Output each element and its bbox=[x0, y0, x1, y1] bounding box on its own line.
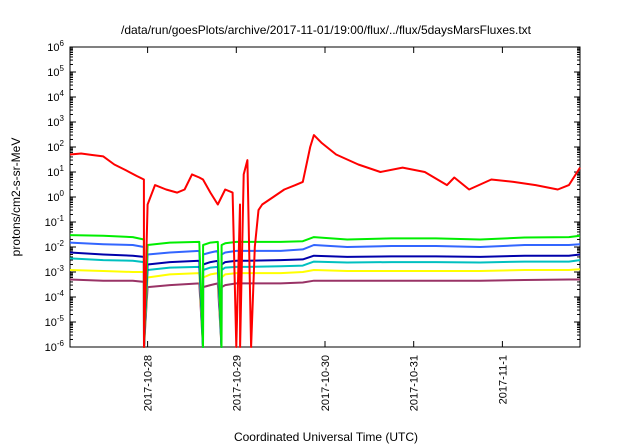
y-tick-label: 104 bbox=[47, 89, 64, 104]
y-tick-exponent: -5 bbox=[57, 314, 65, 323]
y-tick-exponent: -2 bbox=[57, 239, 65, 248]
y-tick-label: 10-2 bbox=[45, 239, 65, 254]
y-tick-exponent: -1 bbox=[57, 214, 65, 223]
y-tick-exponent: -4 bbox=[57, 289, 65, 298]
chart-title: /data/run/goesPlots/archive/2017-11-01/1… bbox=[121, 23, 532, 37]
y-tick-label: 105 bbox=[47, 64, 64, 79]
y-tick-exponent: -6 bbox=[57, 339, 65, 348]
x-tick-label: 2017-10-28 bbox=[143, 355, 155, 411]
y-tick-label: 10-3 bbox=[45, 264, 65, 279]
y-tick-label: 10-1 bbox=[45, 214, 65, 229]
series-line bbox=[69, 134, 581, 348]
series-layer bbox=[69, 134, 581, 348]
y-tick-label: 106 bbox=[47, 39, 64, 54]
x-axis-label: Coordinated Universal Time (UTC) bbox=[234, 430, 418, 444]
y-tick-label: 102 bbox=[47, 139, 64, 154]
tick-layer: 10-610-510-410-310-210-11001011021031041… bbox=[45, 39, 580, 411]
y-tick-exponent: -3 bbox=[57, 264, 65, 273]
y-tick-exponent: 3 bbox=[60, 114, 65, 123]
y-tick-exponent: 6 bbox=[60, 39, 65, 48]
y-tick-label: 10-5 bbox=[45, 314, 65, 329]
y-tick-exponent: 5 bbox=[60, 64, 65, 73]
y-tick-exponent: 1 bbox=[60, 164, 65, 173]
y-tick-label: 101 bbox=[47, 164, 64, 179]
y-tick-label: 100 bbox=[47, 189, 64, 204]
y-tick-label: 103 bbox=[47, 114, 64, 129]
x-tick-label: 2017-11-1 bbox=[497, 355, 509, 404]
y-tick-exponent: 4 bbox=[60, 89, 65, 98]
x-tick-label: 2017-10-29 bbox=[231, 355, 243, 411]
x-tick-label: 2017-10-30 bbox=[320, 355, 332, 411]
y-tick-label: 10-4 bbox=[45, 289, 65, 304]
y-tick-exponent: 2 bbox=[60, 139, 65, 148]
y-tick-exponent: 0 bbox=[60, 189, 65, 198]
x-tick-label: 2017-10-31 bbox=[409, 355, 421, 411]
y-axis-label: protons/cm2-s-sr-MeV bbox=[9, 138, 23, 257]
y-tick-label: 10-6 bbox=[45, 339, 65, 354]
